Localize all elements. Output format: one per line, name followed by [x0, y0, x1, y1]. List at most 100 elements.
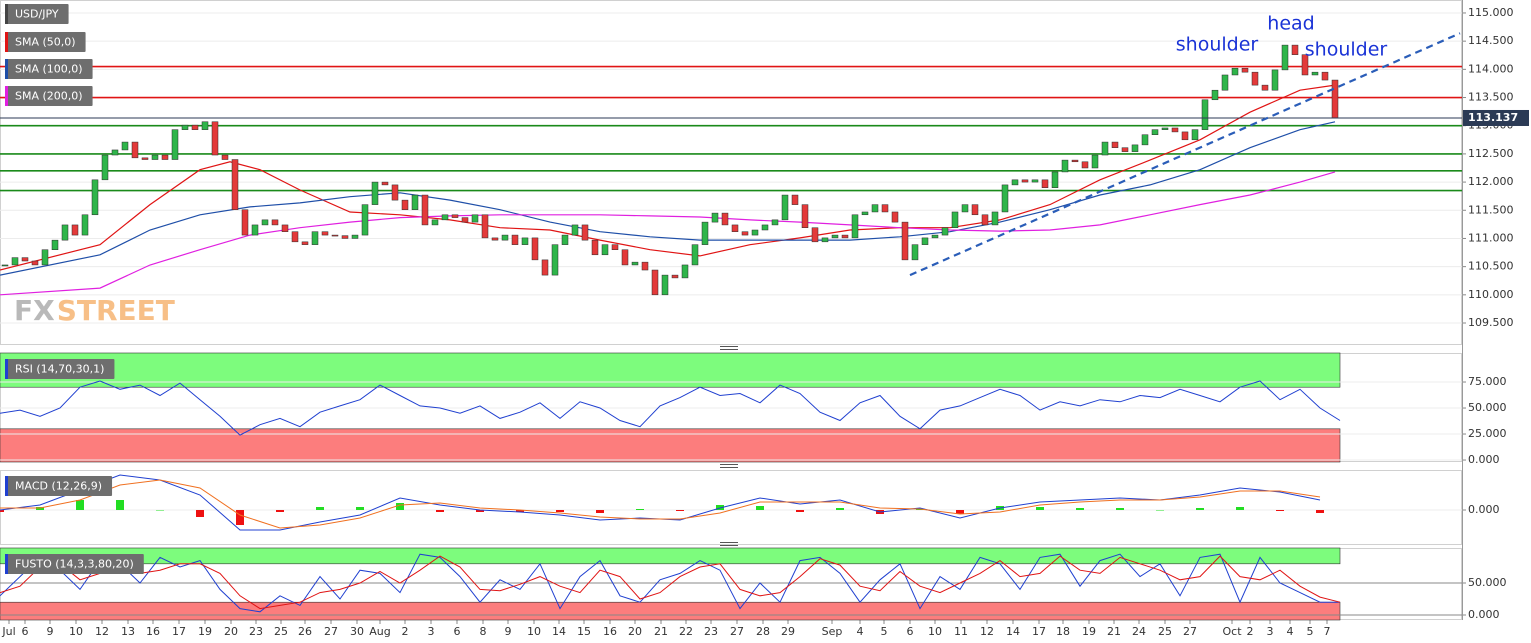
candle — [1041, 179, 1049, 188]
legend-label: SMA (100,0) — [15, 63, 83, 76]
legend-swatch — [5, 359, 8, 379]
histogram-bar — [836, 508, 844, 510]
candle — [241, 209, 249, 236]
histogram-bar — [756, 506, 764, 510]
candle — [1171, 127, 1179, 133]
candle — [1151, 129, 1159, 135]
panel: 0.000 25.000 50.000 75.000 — [0, 352, 1507, 466]
x-tick-label: 11 — [954, 625, 968, 638]
annotation: shoulder — [1305, 39, 1388, 61]
x-tick-label: 6 — [22, 625, 29, 638]
oversold-band — [0, 601, 1341, 621]
candle — [351, 234, 359, 239]
legend-swatch — [5, 32, 8, 52]
histogram-bar — [1116, 508, 1124, 510]
candle — [601, 244, 609, 256]
candle — [421, 194, 429, 226]
candle — [661, 274, 669, 296]
candle — [361, 204, 369, 236]
candle — [591, 239, 599, 256]
y-tick-label: 75.000 — [1468, 375, 1507, 388]
watermark: STREET — [57, 294, 175, 327]
y-tick-label: 50.000 — [1468, 576, 1507, 589]
candle — [1021, 179, 1029, 183]
candle — [871, 204, 879, 213]
histogram-bar — [1156, 510, 1164, 511]
candle — [931, 234, 939, 239]
candle — [1181, 131, 1189, 141]
candle — [1191, 129, 1199, 141]
candle — [201, 121, 209, 130]
y-tick-label: 112.500 — [1468, 147, 1514, 160]
x-tick-label: 6 — [907, 625, 914, 638]
x-tick-label: 25 — [274, 625, 288, 638]
histogram-bar — [636, 509, 644, 510]
x-tick-label: 18 — [1056, 625, 1070, 638]
histogram-bar — [436, 510, 444, 512]
legend-swatch — [5, 86, 8, 106]
x-tick-label: 30 — [350, 625, 364, 638]
histogram-bar — [516, 510, 524, 512]
candle — [981, 214, 989, 226]
candle — [151, 154, 159, 160]
x-tick-label: 19 — [198, 625, 212, 638]
candle — [111, 149, 119, 156]
candle — [341, 235, 349, 239]
histogram-bar — [1236, 507, 1244, 510]
candle — [701, 221, 709, 245]
histogram-bar — [1316, 510, 1324, 513]
histogram-bar — [1196, 508, 1204, 510]
legend-box — [5, 59, 93, 79]
x-tick-label: Sep — [822, 625, 843, 638]
candle — [391, 184, 399, 201]
x-tick-label: 23 — [704, 625, 718, 638]
histogram-bar — [1076, 508, 1084, 510]
candle — [1211, 89, 1219, 101]
candle — [331, 234, 339, 237]
x-tick-label: 29 — [781, 625, 795, 638]
candle — [781, 194, 789, 221]
series-line — [0, 555, 1341, 610]
candle — [1141, 134, 1149, 146]
y-tick-label: 0.000 — [1468, 503, 1500, 516]
candle — [541, 259, 549, 276]
histogram-bar — [1276, 510, 1284, 511]
candle — [751, 229, 759, 236]
histogram-bar — [156, 510, 164, 511]
candle — [501, 234, 509, 241]
candle — [221, 154, 229, 160]
candle — [321, 231, 329, 236]
candle — [851, 214, 859, 239]
histogram-bar — [0, 510, 4, 512]
panel-frame — [0, 0, 1462, 345]
candle — [1071, 159, 1079, 163]
x-tick-label: 10 — [527, 625, 541, 638]
x-tick-label: 16 — [146, 625, 160, 638]
candle — [1221, 74, 1229, 91]
legend-box — [5, 476, 113, 496]
legend-label: SMA (200,0) — [15, 90, 83, 103]
candle — [491, 237, 499, 241]
candle — [291, 231, 299, 243]
histogram-bar — [316, 507, 324, 510]
candle — [101, 154, 109, 181]
candle — [271, 219, 279, 226]
candle — [91, 179, 99, 216]
x-tick-label: Oct — [1222, 625, 1242, 638]
candle — [251, 224, 259, 236]
candle — [231, 159, 239, 210]
candle — [301, 241, 309, 245]
histogram-bar — [236, 510, 244, 525]
x-tick-label: 27 — [730, 625, 744, 638]
x-tick-label: 27 — [324, 625, 338, 638]
candle — [1201, 99, 1209, 130]
panel: 0.000 — [0, 470, 1500, 545]
x-tick-label: 21 — [1107, 625, 1121, 638]
candle — [1061, 159, 1069, 173]
candle — [641, 261, 649, 271]
candle — [521, 237, 529, 245]
x-tick-label: Jul — [1, 625, 15, 638]
candle — [281, 224, 289, 232]
histogram-bar — [276, 510, 284, 512]
